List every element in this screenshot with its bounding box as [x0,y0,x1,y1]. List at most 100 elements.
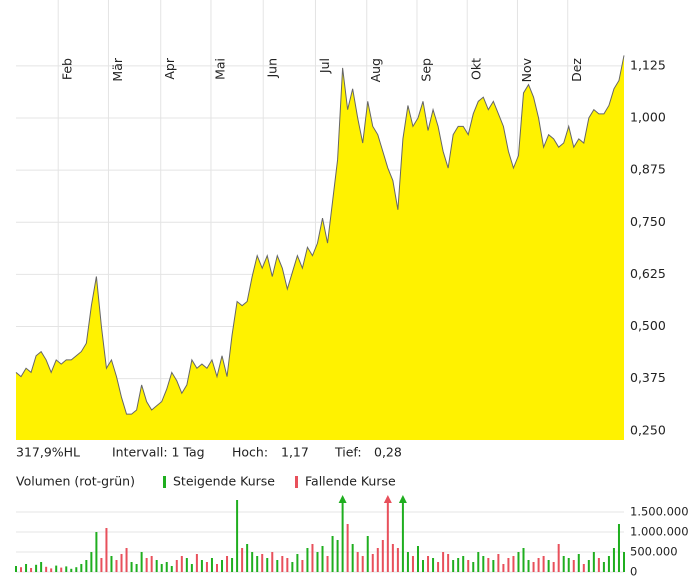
volume-bar [65,566,68,572]
y-tick-label: 0 [630,565,637,579]
volume-bar [40,562,43,572]
volume-bar [160,564,163,572]
volume-bar [331,536,334,572]
volume-bar [226,556,229,572]
volume-bar [437,562,440,572]
volume-bar [150,556,153,572]
volume-bar [542,556,545,572]
volume-bar [442,552,445,572]
low-label: Tief: [334,445,362,460]
volume-bar [286,558,289,572]
volume-bar [25,564,28,572]
x-tick-label: Jun [265,58,280,79]
volume-bar [381,540,384,572]
volume-bar [15,566,17,572]
x-tick-label: Apr [162,57,177,79]
volume-bar [497,554,500,572]
volume-bar [602,562,605,572]
volume-bar [215,564,218,572]
volume-bar [110,556,113,572]
volume-bar [467,560,470,572]
volume-bar [477,552,480,572]
volume-bar [236,500,239,572]
volume-bar [210,558,213,572]
legend-falling: Fallende Kurse [305,474,396,489]
volume-bar [271,552,274,572]
volume-bar [557,544,560,572]
y-tick-label: 1.500.000 [630,505,689,519]
volume-bar [155,560,158,572]
volume-bars [15,497,625,572]
volume-bar [356,552,359,572]
volume-bar [75,567,78,572]
volume-bar [130,562,133,572]
legend-rising-swatch [163,476,166,488]
volume-bar [336,540,339,572]
volume-bar [125,548,128,572]
volume-bar [592,552,595,572]
high-label: Hoch: [232,445,268,460]
y-tick-label: 0,250 [630,422,666,437]
volume-bar [361,556,364,572]
volume-bar [90,552,93,572]
volume-bar [351,544,354,572]
volume-bar [326,556,329,572]
volume-bar [276,560,279,572]
volume-bar [617,524,620,572]
volume-bar [532,562,535,572]
hl-percent: 317,9%HL [16,445,80,460]
overflow-arrow [383,495,392,503]
volume-bar [366,536,369,572]
volume-bar [457,558,460,572]
volume-bar [371,554,374,572]
volume-bar [427,556,430,572]
legend-falling-swatch [295,476,298,488]
volume-bar [50,568,53,572]
volume-bar [527,560,530,572]
volume-bar [85,560,88,572]
volume-bar [140,552,143,572]
volume-bar [261,554,264,572]
volume-bar [447,554,450,572]
volume-bar [70,568,73,572]
volume-bar [411,556,414,572]
volume-bar [115,560,118,572]
x-tick-label: Jul [317,58,332,74]
volume-bar [512,556,515,572]
volume-bar [577,554,580,572]
volume-bar [386,497,389,572]
volume-bar [165,562,168,572]
x-tick-label: Mai [212,58,227,80]
volume-bar [251,552,254,572]
volume-bar [180,556,183,572]
volume-bar [607,556,610,572]
x-tick-label: Aug [368,58,383,82]
volume-bar [492,560,495,572]
volume-bar [472,562,475,572]
volume-bar [321,546,324,572]
volume-bar [231,558,234,572]
volume-bar [35,564,38,572]
volume-bar [522,548,525,572]
volume-bar [552,562,555,572]
volume-bar [316,552,319,572]
volume-bar [185,558,188,572]
volume-bar [175,560,178,572]
volume-bar [30,568,33,572]
volume-bar [517,552,520,572]
volume-bar [195,554,198,572]
x-tick-label: Sep [418,58,433,82]
volume-bar [376,548,379,572]
volume-bar [311,544,314,572]
volume-bar [306,548,309,572]
volume-bar [80,564,83,572]
volume-bar [266,558,269,572]
x-tick-label: Dez [569,58,584,82]
low-value: 0,28 [374,445,402,460]
volume-bar [462,556,465,572]
volume-bar [502,564,505,572]
volume-bar [597,558,600,572]
volume-bar [587,560,590,572]
y-tick-label: 500.000 [630,545,678,559]
